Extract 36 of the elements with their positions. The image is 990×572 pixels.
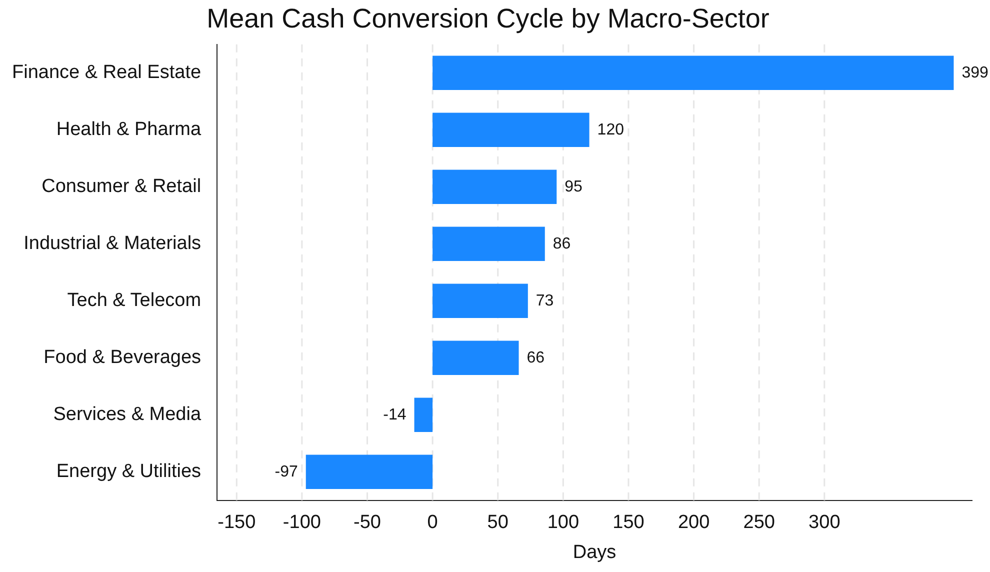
x-axis-title: Days [572,542,616,563]
bar [432,340,519,375]
bar [432,170,557,204]
data-label: -97 [274,463,298,480]
x-tick-label: 300 [808,512,840,534]
y-tick-label: Food & Beverages [44,347,202,368]
bar [432,112,590,147]
y-tick-label: Health & Pharma [56,119,202,140]
x-tick-label: -150 [218,512,256,534]
data-label: 95 [564,178,583,196]
x-tick-label: -50 [354,512,381,534]
data-label: 73 [536,292,554,310]
x-tick-label: 50 [487,512,508,534]
bar [432,56,954,90]
chart-title: Mean Cash Conversion Cycle by Macro-Sector [206,4,770,34]
x-tick-label: 100 [547,512,580,534]
data-label: 120 [597,121,624,138]
x-tick-label: 0 [427,512,438,534]
bar [432,284,528,318]
x-tick-label: 250 [743,512,775,534]
bar [306,454,433,489]
y-tick-label: Consumer & Retail [42,176,202,198]
bar [432,226,545,261]
x-tick-label: 150 [612,512,644,534]
y-tick-label: Tech & Telecom [67,290,202,312]
data-label: -14 [383,406,406,424]
y-tick-label: Services & Media [53,404,202,426]
bar [414,398,433,432]
data-label: 399 [962,64,989,82]
y-tick-label: Finance & Real Estate [12,62,202,84]
data-label: 66 [526,349,545,366]
x-tick-label: 200 [678,512,710,534]
y-tick-label: Industrial & Materials [24,233,202,254]
data-label: 86 [552,235,571,252]
y-tick-label: Energy & Utilities [56,461,202,482]
x-tick-label: -100 [282,512,321,534]
